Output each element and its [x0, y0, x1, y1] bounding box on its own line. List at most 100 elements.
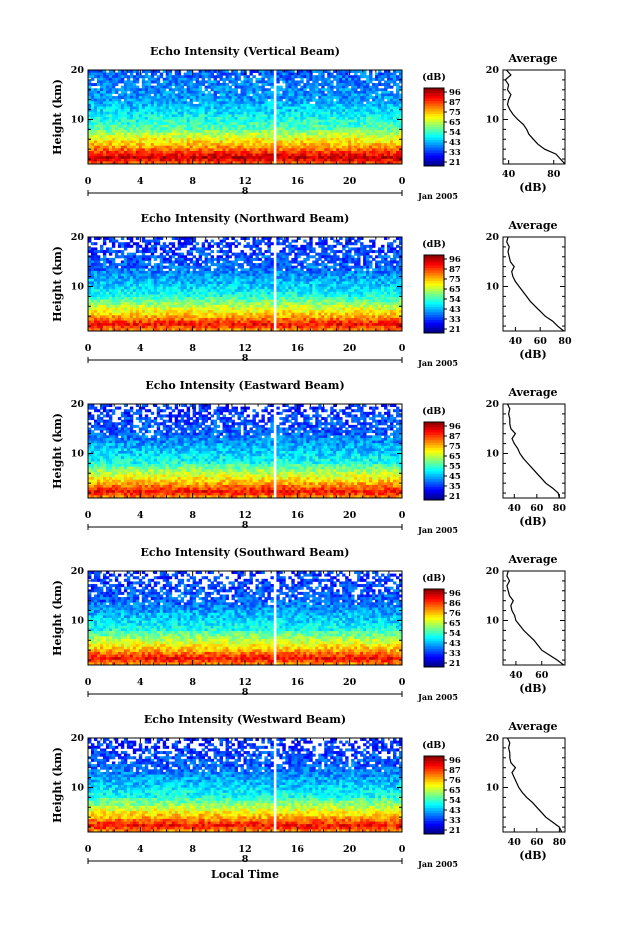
heatmap-cell — [177, 135, 182, 139]
heatmap-cell — [150, 153, 155, 157]
heatmap-cell — [363, 255, 367, 259]
heatmap-cell — [378, 130, 382, 134]
heatmap-cell — [303, 143, 307, 147]
heatmap-cell — [372, 135, 376, 139]
heatmap-cell — [276, 260, 280, 264]
heatmap-cell — [357, 106, 361, 110]
heatmap-cell — [285, 80, 289, 84]
heatmap-cell — [285, 124, 289, 128]
heatmap-cell — [252, 75, 256, 79]
heatmap-cell — [183, 244, 188, 248]
heatmap-cell — [351, 122, 355, 126]
heatmap-cell — [213, 148, 217, 152]
heatmap-cell — [351, 135, 355, 139]
heatmap-cell — [192, 83, 197, 87]
heatmap-cell — [396, 132, 400, 136]
heatmap-cell — [225, 75, 229, 79]
heatmap-cell — [150, 255, 155, 259]
heatmap-cell — [294, 265, 298, 269]
heatmap-cell — [390, 114, 394, 118]
heatmap-cell — [312, 268, 316, 272]
heatmap-cell — [102, 158, 107, 162]
heatmap-cell — [189, 85, 194, 89]
heatmap-cell — [315, 263, 319, 267]
heatmap-cell — [88, 132, 92, 136]
heatmap-cell — [261, 80, 265, 84]
heatmap-cell — [153, 237, 158, 241]
heatmap-cell — [279, 263, 283, 267]
heatmap-cell — [237, 242, 241, 246]
heatmap-cell — [192, 156, 197, 160]
heatmap-cell — [252, 153, 256, 157]
heatmap-cell — [213, 122, 217, 126]
heatmap-cell — [186, 122, 191, 126]
heatmap-cell — [219, 150, 223, 154]
heatmap-cell — [339, 242, 343, 246]
heatmap-cell — [159, 156, 164, 160]
heatmap-cell — [378, 247, 382, 251]
heatmap-cell — [108, 111, 113, 115]
heatmap-cell — [393, 247, 397, 251]
heatmap-cell — [393, 75, 397, 79]
heatmap-cell — [384, 237, 388, 241]
heatmap-cell — [246, 103, 250, 107]
heatmap-cell — [318, 127, 322, 131]
heatmap-cell — [393, 72, 397, 76]
heatmap-cell — [111, 72, 116, 76]
heatmap-cell — [237, 101, 241, 105]
heatmap-cell — [147, 276, 152, 280]
heatmap-cell — [183, 111, 188, 115]
heatmap-cell — [177, 145, 182, 149]
heatmap-cell — [237, 270, 241, 274]
heatmap-cell — [261, 90, 265, 94]
heatmap-cell — [99, 83, 104, 87]
heatmap-cell — [279, 252, 283, 256]
heatmap-cell — [213, 156, 217, 160]
heatmap-cell — [393, 143, 397, 147]
heatmap-cell — [195, 109, 200, 113]
heatmap-cell — [183, 114, 188, 118]
colorbar-swatch — [424, 160, 444, 164]
heatmap-cell — [321, 132, 325, 136]
heatmap-cell — [117, 156, 122, 160]
heatmap-cell — [375, 72, 379, 76]
heatmap-cell — [363, 114, 367, 118]
heatmap-cell — [336, 145, 340, 149]
heatmap-cell — [309, 127, 313, 131]
heatmap-cell — [255, 143, 259, 147]
heatmap-cell — [180, 103, 185, 107]
heatmap-cell — [243, 88, 247, 92]
heatmap-cell — [183, 101, 188, 105]
heatmap-cell — [93, 161, 98, 165]
heatmap-cell — [129, 156, 134, 160]
heatmap-cell — [126, 276, 131, 280]
heatmap-cell — [291, 122, 295, 126]
heatmap-cell — [327, 124, 331, 128]
heatmap-cell — [105, 158, 110, 162]
heatmap-cell — [396, 273, 400, 277]
heatmap-cell — [216, 153, 220, 157]
heatmap-cell — [174, 80, 179, 84]
heatmap-cell — [384, 132, 388, 136]
heatmap-cell — [150, 156, 155, 160]
heatmap-cell — [144, 80, 149, 84]
heatmap-cell — [165, 106, 170, 110]
heatmap-cell — [93, 101, 98, 105]
heatmap-cell — [270, 75, 274, 79]
heatmap-cell — [174, 127, 179, 131]
heatmap-cell — [372, 153, 376, 157]
heatmap-cell — [237, 72, 241, 76]
heatmap-cell — [327, 101, 331, 105]
heatmap-cell — [90, 257, 95, 261]
heatmap-cell — [267, 140, 271, 144]
heatmap-cell — [363, 93, 367, 97]
heatmap-cell — [90, 268, 95, 272]
heatmap-cell — [309, 106, 313, 110]
heatmap-cell — [360, 90, 364, 94]
heatmap-cell — [279, 103, 283, 107]
heatmap-cell — [270, 252, 274, 256]
heatmap-cell — [255, 98, 259, 102]
heatmap-cell — [396, 75, 400, 79]
heatmap-cell — [198, 255, 203, 259]
heatmap-cell — [213, 130, 217, 134]
